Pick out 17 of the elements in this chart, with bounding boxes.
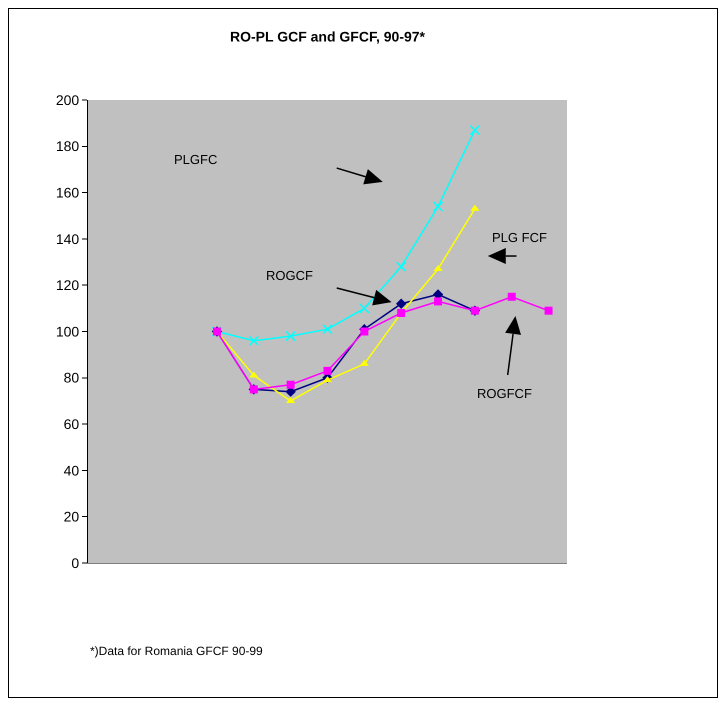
chart-title: RO-PL GCF and GFCF, 90-97* bbox=[230, 28, 426, 44]
y-tick-label: 0 bbox=[71, 554, 80, 571]
annotation: PLG FCF bbox=[492, 230, 547, 245]
y-tick-label: 100 bbox=[56, 323, 80, 340]
text: *)Data for Romania GFCF 90-99 bbox=[90, 644, 264, 658]
y-tick-label: 60 bbox=[64, 416, 80, 432]
y-tick-label: 200 bbox=[56, 92, 80, 108]
y-tick-label: 20 bbox=[64, 508, 80, 525]
y-tick-label: 160 bbox=[56, 184, 80, 200]
y-tick-label: 120 bbox=[56, 277, 80, 294]
y-tick-label: 180 bbox=[56, 138, 80, 154]
annotation: ROGFCF bbox=[477, 386, 532, 401]
y-tick-label: 80 bbox=[64, 370, 80, 386]
annotation: PLGFC bbox=[174, 152, 218, 167]
y-tick-label: 140 bbox=[56, 230, 80, 247]
annotation: ROGCF bbox=[266, 268, 313, 283]
y-tick-label: 40 bbox=[64, 462, 80, 478]
